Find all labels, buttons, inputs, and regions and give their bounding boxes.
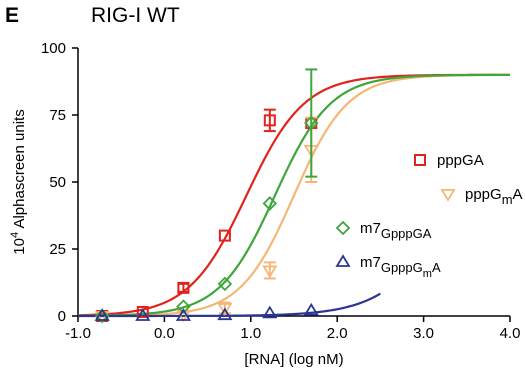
- x-tick-label: 3.0: [413, 325, 434, 342]
- y-tick-label: 50: [49, 174, 66, 191]
- data-point-pppGmA: [94, 311, 110, 324]
- legend-label-pppGmA: pppGmA: [465, 186, 523, 207]
- y-tick-label: 0: [58, 308, 66, 325]
- chart-title: RIG-I WT: [91, 4, 180, 27]
- x-tick-label: -1.0: [65, 325, 91, 342]
- legend-marker-pppGA: [414, 154, 426, 166]
- data-point-m7GpppGmA: [175, 308, 191, 321]
- data-point-m7GpppGA: [262, 196, 278, 211]
- data-point-pppGA: [177, 281, 190, 294]
- data-point-pppGmA: [217, 303, 233, 316]
- legend-label-pppGA: pppGA: [437, 152, 484, 169]
- x-tick-label: 0.0: [154, 325, 175, 342]
- data-point-m7GpppGmA: [262, 305, 278, 319]
- data-point-pppGmA: [262, 265, 278, 279]
- data-points: [94, 68, 319, 324]
- data-point-m7GpppGmA: [217, 307, 233, 321]
- legend-label-m7GpppGA: m7GpppGA: [360, 220, 432, 241]
- data-point-m7GpppGmA: [94, 308, 110, 321]
- x-tick-label: 4.0: [500, 325, 521, 342]
- x-tick-label: 1.0: [240, 325, 261, 342]
- panel-letter: E: [5, 4, 20, 27]
- legend-label-m7GpppGmA: m7GpppGmA: [360, 254, 441, 280]
- y-tick-label: 100: [41, 40, 66, 57]
- y-axis-label: 104 Alphascreen units: [9, 109, 28, 254]
- data-point-m7GpppGA: [176, 299, 191, 314]
- legend: pppGA pppGmA m7GpppGA m7GpppGmA: [335, 152, 523, 280]
- data-point-pppGA: [263, 114, 276, 127]
- legend-marker-m7GpppGA: [335, 220, 351, 236]
- y-tick-label: 25: [49, 241, 66, 258]
- x-axis-label: [RNA] (log nM): [244, 351, 343, 368]
- data-point-pppGA: [136, 305, 149, 318]
- fit-curve-m7GpppGA: [77, 73, 511, 317]
- data-point-m7GpppGA: [304, 115, 319, 131]
- legend-marker-pppGmA: [440, 189, 456, 202]
- data-point-m7GpppGmA: [135, 308, 151, 321]
- data-point-pppGA: [218, 229, 231, 242]
- data-point-m7GpppGA: [94, 308, 110, 324]
- data-point-m7GpppGA: [217, 276, 233, 292]
- data-point-m7GpppGmA: [303, 302, 319, 316]
- y-tick-label: 75: [49, 107, 66, 124]
- x-tick-label: 2.0: [327, 325, 348, 342]
- legend-marker-m7GpppGmA: [335, 254, 351, 267]
